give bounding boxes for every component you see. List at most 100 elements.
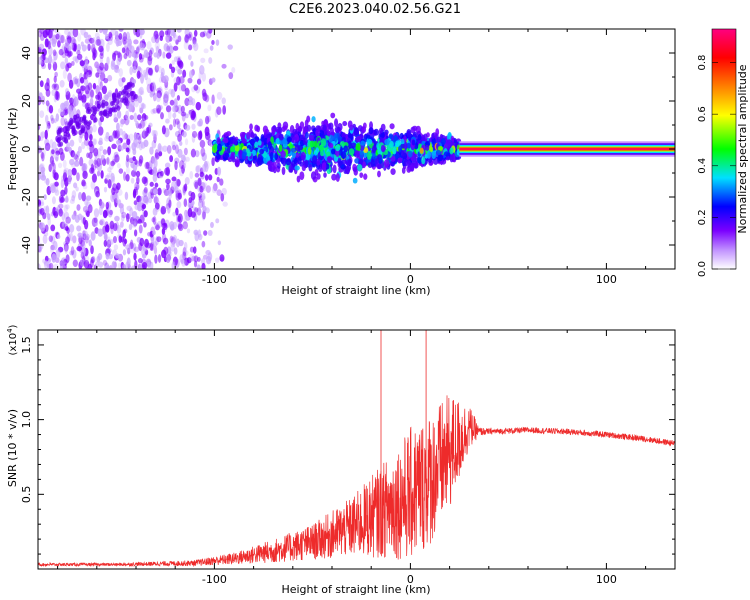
trace-dot bbox=[57, 128, 62, 134]
noise-dot bbox=[180, 111, 187, 117]
noise-dot bbox=[207, 229, 213, 237]
multipath-dot bbox=[260, 133, 265, 143]
x-tick-label: 100 bbox=[596, 573, 617, 586]
noise-dot bbox=[38, 245, 42, 253]
noise-dot bbox=[216, 91, 223, 100]
noise-dot bbox=[62, 221, 67, 231]
multipath-dot bbox=[377, 170, 381, 178]
colorbar-tick-label: 0.8 bbox=[697, 55, 708, 71]
noise-dot bbox=[64, 37, 71, 46]
noise-dot bbox=[178, 167, 185, 177]
trace-dot bbox=[126, 92, 131, 98]
trace-dot bbox=[66, 132, 71, 138]
noise-dot bbox=[202, 182, 208, 192]
noise-dot bbox=[50, 246, 55, 254]
noise-dot bbox=[156, 52, 160, 59]
noise-dot bbox=[154, 221, 159, 230]
multipath-dot bbox=[213, 143, 218, 151]
noise-dot bbox=[133, 229, 138, 237]
noise-dot bbox=[215, 218, 220, 224]
multipath-dot bbox=[407, 150, 413, 158]
noise-dot bbox=[44, 129, 48, 140]
multipath-dot bbox=[399, 132, 404, 140]
noise-dot bbox=[171, 176, 177, 182]
noise-dot bbox=[64, 49, 70, 57]
noise-dot bbox=[116, 139, 121, 145]
noise-dot bbox=[189, 170, 194, 180]
noise-dot bbox=[137, 66, 142, 72]
noise-dot bbox=[181, 131, 187, 138]
noise-dot bbox=[52, 162, 56, 172]
multipath-dot bbox=[283, 138, 288, 145]
trace-dot bbox=[108, 107, 113, 113]
noise-dot bbox=[48, 235, 54, 243]
noise-dot bbox=[113, 113, 118, 121]
noise-dot bbox=[81, 191, 86, 202]
multipath-dot bbox=[280, 150, 286, 158]
multipath-dot bbox=[293, 158, 298, 164]
trace-dot bbox=[96, 103, 101, 109]
noise-dot bbox=[174, 258, 180, 269]
noise-dot bbox=[143, 114, 149, 121]
noise-dot bbox=[65, 236, 70, 245]
multipath-dot bbox=[406, 128, 412, 138]
noise-dot bbox=[39, 207, 45, 216]
noise-dot bbox=[193, 29, 198, 37]
multipath-dot bbox=[309, 134, 314, 142]
noise-dot bbox=[188, 190, 193, 197]
multipath-dot bbox=[249, 123, 253, 131]
noise-dot bbox=[58, 208, 63, 217]
noise-dot bbox=[38, 199, 42, 207]
noise-dot bbox=[161, 227, 166, 235]
noise-dot bbox=[38, 235, 41, 245]
noise-dot bbox=[221, 97, 226, 105]
trace-dot bbox=[116, 105, 121, 111]
noise-dot bbox=[119, 118, 124, 128]
noise-dot bbox=[141, 113, 147, 122]
y-tick-label: 0.5 bbox=[20, 486, 33, 504]
noise-dot bbox=[177, 222, 183, 230]
noise-dot bbox=[128, 103, 133, 112]
noise-dot bbox=[128, 242, 134, 250]
noise-dot bbox=[183, 198, 188, 207]
multipath-dot bbox=[449, 147, 454, 155]
noise-dot bbox=[201, 152, 207, 162]
noise-dot bbox=[141, 261, 148, 269]
noise-dot bbox=[69, 139, 75, 147]
noise-dot bbox=[44, 114, 49, 124]
noise-dot bbox=[107, 38, 113, 46]
multipath-dot bbox=[416, 156, 422, 164]
noise-dot bbox=[193, 42, 199, 52]
noise-dot bbox=[97, 228, 104, 237]
noise-dot bbox=[112, 235, 118, 244]
multipath-dot bbox=[370, 158, 375, 168]
noise-dot bbox=[100, 170, 104, 179]
noise-dot bbox=[121, 47, 126, 54]
noise-dot bbox=[176, 55, 182, 62]
noise-dot bbox=[149, 181, 154, 187]
noise-dot bbox=[191, 130, 198, 138]
noise-dot bbox=[147, 67, 153, 76]
noise-dot bbox=[76, 88, 82, 94]
noise-dot bbox=[166, 183, 170, 191]
y-tick-label: 0 bbox=[20, 146, 33, 153]
snr-ticks: -100 0 100 0.5 1.0 1.5 bbox=[20, 330, 675, 586]
multipath-dot bbox=[333, 133, 338, 143]
noise-dot bbox=[158, 105, 163, 111]
multipath-dot bbox=[403, 141, 408, 150]
noise-dot bbox=[60, 116, 66, 126]
noise-dot bbox=[40, 174, 47, 181]
noise-dot bbox=[102, 149, 108, 155]
noise-dot bbox=[69, 224, 75, 233]
noise-dot bbox=[65, 38, 71, 49]
noise-dot bbox=[65, 92, 70, 101]
noise-dot bbox=[170, 88, 176, 98]
noise-dot bbox=[155, 223, 160, 231]
noise-dot bbox=[163, 90, 170, 101]
noise-dot bbox=[48, 54, 53, 65]
noise-dot bbox=[119, 145, 124, 151]
noise-dot bbox=[54, 181, 59, 187]
snr-spikes bbox=[380, 330, 427, 512]
noise-dot bbox=[191, 255, 197, 262]
noise-dot bbox=[101, 85, 107, 95]
